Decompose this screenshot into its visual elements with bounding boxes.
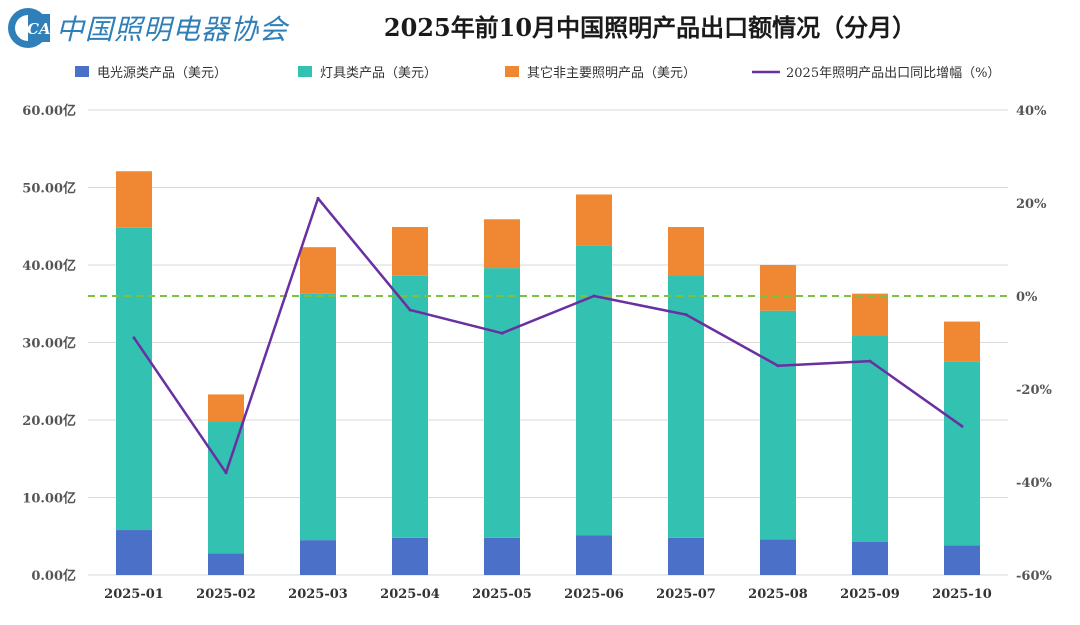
org-name: 中国照明电器协会 [56,13,289,46]
growth-point [408,308,412,312]
x-axis-tick-label: 2025-06 [564,587,624,602]
x-axis-tick-label: 2025-01 [104,587,164,602]
left-axis-tick-label: 0.00亿 [31,568,76,584]
bar-segment [300,293,336,541]
bar-segment [944,321,980,362]
bar-segment [484,219,520,269]
left-axis-tick-label: 60.00亿 [22,103,76,119]
bar-segment [668,537,704,575]
growth-point [776,364,780,368]
left-axis-tick-label: 30.00亿 [22,336,76,352]
bar-segment [300,540,336,575]
growth-point [500,331,504,335]
bar-segment [944,361,980,546]
growth-point [316,196,320,200]
bar-segment [484,268,520,538]
bar-segment [760,310,796,540]
growth-line [132,197,963,474]
bar-segment [116,530,152,575]
bar-segment [760,265,796,311]
legend-label: 灯具类产品（美元） [320,66,437,81]
legend-swatch [298,66,312,77]
bar-segment [392,537,428,575]
axes: 0.00亿 10.00亿 20.00亿 30.00亿 40.00亿 50.00亿 60.00… [22,103,1052,602]
x-axis-tick-label: 2025-03 [288,587,348,602]
left-axis-tick-label: 40.00亿 [22,258,76,274]
bar-segment [576,194,612,246]
left-axis-tick-label: 50.00亿 [22,181,76,197]
x-axis-tick-label: 2025-04 [380,587,440,602]
bar-segment [484,537,520,575]
bar-segment [208,421,244,554]
bar-segment [116,171,152,228]
legend-label: 电光源类产品（美元） [97,66,227,81]
bar-segment [208,394,244,422]
legend-label: 其它非主要照明产品（美元） [527,65,696,81]
legend-swatch [75,66,89,77]
bar-segment [576,535,612,575]
chart-title: 2025年前10月中国照明产品出口额情况（分月） [383,13,917,42]
logo-emblem-icon: CALI [8,8,50,48]
x-axis-tick-label: 2025-08 [748,587,808,602]
right-axis-tick-label: 40% [1016,104,1047,119]
bar-segment [852,293,888,336]
x-axis-tick-label: 2025-10 [932,587,992,602]
growth-point [592,294,596,298]
growth-point [868,359,872,363]
bar-segment [668,275,704,538]
org-logo: CALI 中国照明电器协会 [6,6,288,50]
bar-segment [116,227,152,531]
growth-point [132,336,136,340]
bar-series [116,171,980,575]
bar-segment [668,227,704,276]
legend: 电光源类产品（美元） 灯具类产品（美元） 其它非主要照明产品（美元） 2025年照明产… [75,65,1000,81]
growth-point [224,471,228,475]
bar-segment [760,539,796,575]
right-axis-tick-label: 20% [1016,197,1047,212]
growth-line-series [132,196,964,475]
growth-point [960,424,964,428]
x-axis-tick-label: 2025-02 [196,587,256,602]
left-axis-tick-label: 10.00亿 [22,491,76,507]
logo-text: CALI [27,20,50,38]
bar-segment [852,541,888,575]
bar-segment [300,247,336,294]
left-axis-tick-label: 20.00亿 [22,413,76,429]
x-axis-tick-label: 2025-05 [472,587,532,602]
bar-segment [392,227,428,276]
legend-swatch [505,66,519,77]
bar-segment [208,553,244,575]
growth-point [684,313,688,317]
legend-label: 2025年照明产品出口同比增幅（%） [786,66,1000,81]
bar-segment [576,245,612,536]
right-axis-tick-label: 0% [1016,290,1038,305]
x-axis-tick-label: 2025-09 [840,587,900,602]
bar-segment [852,335,888,542]
right-axis-tick-label: -60% [1016,569,1052,584]
right-axis-tick-label: -20% [1016,383,1052,398]
right-axis-tick-label: -40% [1016,476,1052,491]
x-axis-tick-label: 2025-07 [656,587,716,602]
bar-segment [392,275,428,538]
bar-segment [944,545,980,575]
